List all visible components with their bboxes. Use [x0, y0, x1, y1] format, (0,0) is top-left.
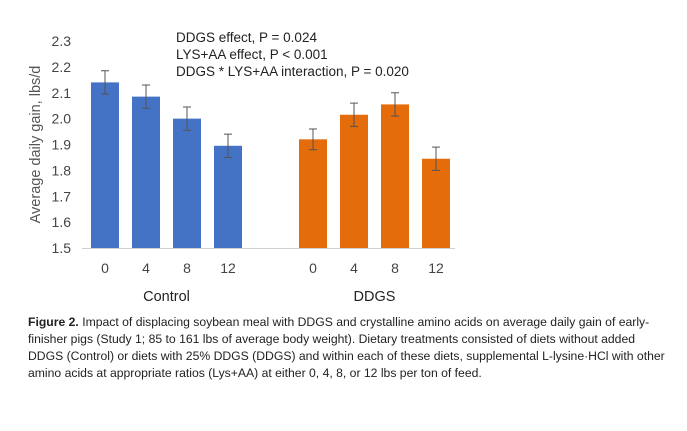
bar-control-8	[173, 118, 201, 248]
caption-text: Impact of displacing soybean meal with D…	[28, 315, 665, 380]
y-tick-label: 2.3	[52, 33, 72, 49]
caption-label: Figure 2.	[28, 315, 79, 329]
bar-control-4	[132, 96, 160, 248]
x-tick-label: 8	[183, 260, 191, 276]
y-tick-label: 1.7	[52, 188, 72, 204]
group-label-control: Control	[143, 289, 190, 305]
y-tick-label: 1.5	[52, 240, 72, 256]
x-tick-label: 12	[428, 260, 444, 276]
y-tick-label: 1.6	[52, 214, 72, 230]
y-axis-title: Average daily gain, lbs/d	[28, 66, 44, 224]
annotation-interaction: DDGS * LYS+AA interaction, P = 0.020	[176, 64, 409, 79]
x-tick-label: 4	[350, 260, 358, 276]
x-tick-label: 0	[309, 260, 317, 276]
figure-caption: Figure 2. Impact of displacing soybean m…	[28, 314, 668, 382]
y-tick-label: 1.8	[52, 162, 72, 178]
y-tick-label: 2.2	[52, 59, 72, 75]
bar-chart: 1.5 1.6 1.7 1.8 1.9 2.0 2.1 2.2 2.3 Average daily…	[28, 33, 455, 305]
bar-control-12	[214, 145, 242, 248]
annotation-ddgs-effect: DDGS effect, P = 0.024	[176, 30, 317, 45]
y-tick-label: 1.9	[52, 137, 72, 153]
annotation-lys-aa-effect: LYS+AA effect, P < 0.001	[176, 47, 328, 62]
group-label-ddgs: DDGS	[354, 289, 396, 305]
x-tick-label: 8	[391, 260, 399, 276]
bar-ddgs-8	[381, 104, 409, 248]
x-tick-label: 4	[142, 260, 150, 276]
bar-ddgs-4	[340, 114, 368, 249]
x-tick-label: 0	[101, 260, 109, 276]
y-tick-label: 2.1	[52, 85, 72, 101]
chart: 1.5 1.6 1.7 1.8 1.9 2.0 2.1 2.2 2.3 Average daily…	[28, 30, 455, 305]
bar-control-0	[91, 82, 119, 249]
bar-ddgs-0	[299, 139, 327, 248]
y-tick-label: 2.0	[52, 111, 72, 127]
x-tick-label: 12	[220, 260, 236, 276]
bar-ddgs-12	[422, 158, 450, 248]
